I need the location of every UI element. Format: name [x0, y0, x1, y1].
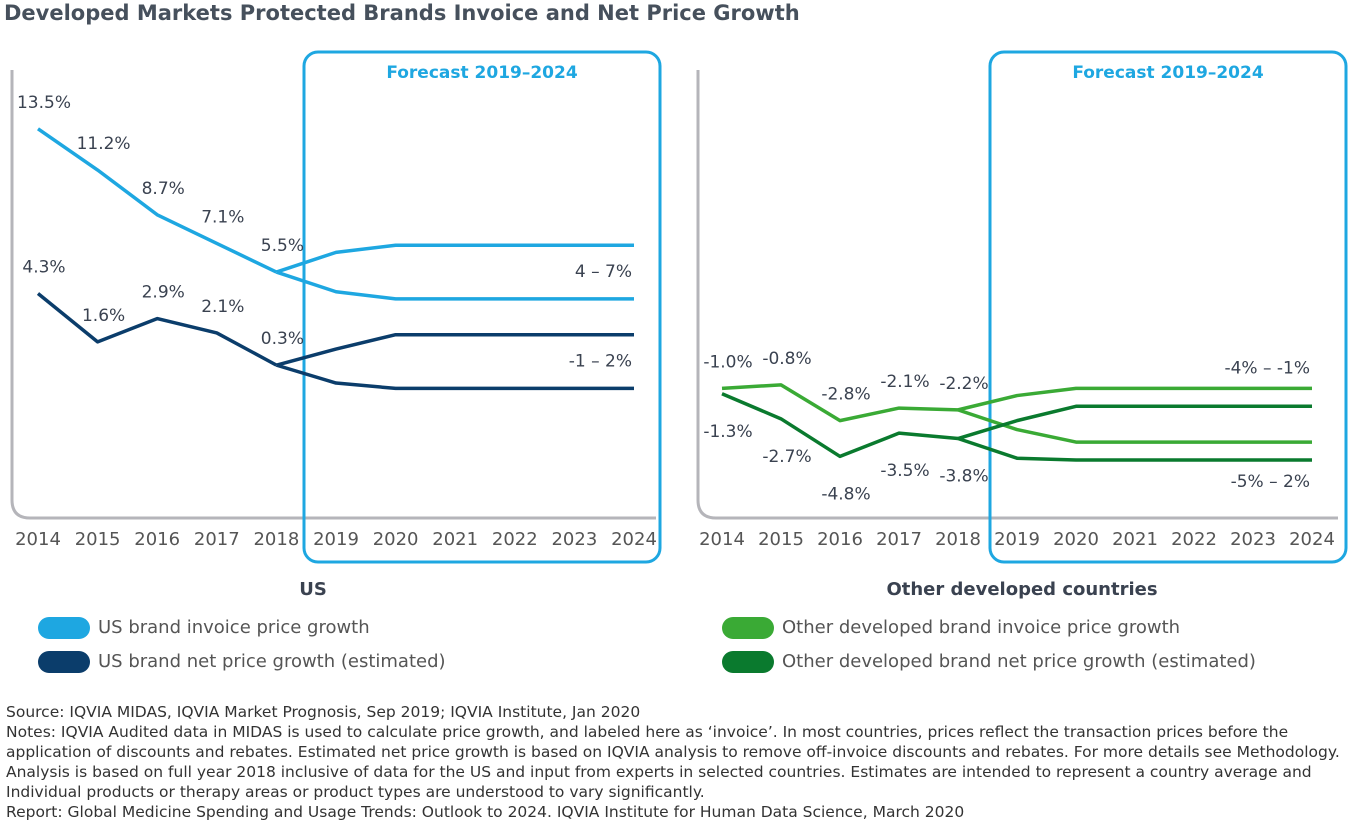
data-label: -2.1% — [880, 372, 929, 392]
range-label: -5% – 2% — [1231, 472, 1310, 492]
x-tick-label: 2017 — [876, 529, 922, 550]
data-label: -1.0% — [703, 352, 752, 372]
legend-label: US brand invoice price growth — [98, 617, 370, 638]
x-tick-label: 2022 — [492, 529, 538, 550]
forecast-line — [957, 408, 1312, 444]
x-tick-label: 2023 — [551, 529, 597, 550]
x-tick-label: 2016 — [134, 529, 180, 550]
chart-title: Developed Markets Protected Brands Invoi… — [4, 1, 800, 25]
series-line — [36, 292, 278, 367]
notes-text: Notes: IQVIA Audited data in MIDAS is us… — [6, 723, 1340, 801]
x-tick-label: 2014 — [699, 529, 745, 550]
legend-swatch — [38, 617, 90, 639]
x-tick-label: 2019 — [994, 529, 1040, 550]
x-tick-label: 2018 — [935, 529, 981, 550]
data-label: -0.8% — [762, 349, 811, 369]
series-line — [37, 127, 278, 274]
data-label: -2.7% — [762, 447, 811, 467]
data-label: 4.3% — [22, 258, 65, 278]
x-tick-label: 2024 — [1289, 529, 1335, 550]
legend-label: US brand net price growth (estimated) — [98, 651, 446, 672]
forecast-line — [957, 386, 1312, 412]
panel-title: Other developed countries — [886, 579, 1157, 600]
data-label: 1.6% — [82, 306, 125, 326]
data-label: 5.5% — [261, 236, 304, 256]
forecast-line — [957, 436, 1312, 462]
range-label: -4% – -1% — [1224, 358, 1310, 378]
range-label: -1 – 2% — [569, 352, 632, 372]
x-tick-label: 2018 — [253, 529, 299, 550]
x-tick-label: 2023 — [1230, 529, 1276, 550]
data-label: 2.1% — [201, 297, 244, 317]
x-tick-label: 2020 — [1053, 529, 1099, 550]
forecast-box — [988, 50, 1348, 564]
series-line — [721, 392, 959, 459]
data-label: 2.9% — [142, 283, 185, 303]
data-label: 0.3% — [261, 329, 304, 349]
forecast-line — [275, 243, 634, 274]
axis — [696, 70, 1338, 520]
forecast-line — [275, 270, 634, 301]
legend-swatch — [722, 617, 774, 639]
data-label: -3.5% — [880, 461, 929, 481]
x-tick-label: 2017 — [194, 529, 240, 550]
report: Report: Global Medicine Spending and Usa… — [6, 803, 965, 821]
data-label: 7.1% — [201, 207, 244, 227]
legend-swatch — [38, 651, 90, 673]
forecast-line — [957, 404, 1312, 441]
data-label: -4.8% — [821, 484, 870, 504]
data-label: 8.7% — [142, 179, 185, 199]
x-tick-label: 2024 — [611, 529, 657, 550]
forecast-line — [275, 332, 634, 367]
x-tick-label: 2020 — [373, 529, 419, 550]
x-tick-label: 2022 — [1171, 529, 1217, 550]
legend-label: Other developed brand invoice price grow… — [782, 617, 1180, 638]
legend-swatch — [722, 651, 774, 673]
data-label: -1.3% — [703, 422, 752, 442]
forecast-label: Forecast 2019–2024 — [386, 63, 578, 83]
data-label: -2.8% — [821, 385, 870, 405]
x-tick-label: 2019 — [313, 529, 359, 550]
source: Source: IQVIA MIDAS, IQVIA Market Progno… — [6, 703, 641, 721]
forecast-label: Forecast 2019–2024 — [1072, 63, 1264, 83]
x-tick-label: 2021 — [1112, 529, 1158, 550]
forecast-line — [275, 363, 634, 391]
chart: Developed Markets Protected Brands Invoi… — [4, 1, 1348, 673]
data-label: 11.2% — [77, 134, 131, 154]
x-tick-label: 2015 — [758, 529, 804, 550]
series-line — [721, 383, 959, 423]
data-label: -2.2% — [939, 374, 988, 394]
x-tick-label: 2014 — [15, 529, 61, 550]
range-label: 4 – 7% — [575, 262, 632, 282]
x-tick-label: 2016 — [817, 529, 863, 550]
data-label: -3.8% — [939, 467, 988, 487]
x-tick-label: 2015 — [75, 529, 121, 550]
axis — [10, 70, 656, 520]
x-tick-label: 2021 — [432, 529, 478, 550]
panel-title: US — [299, 579, 327, 600]
legend-label: Other developed brand net price growth (… — [782, 651, 1256, 672]
notes: Source: IQVIA MIDAS, IQVIA Market Progno… — [6, 702, 1348, 822]
forecast-box — [302, 50, 662, 564]
data-label: 13.5% — [17, 93, 71, 113]
